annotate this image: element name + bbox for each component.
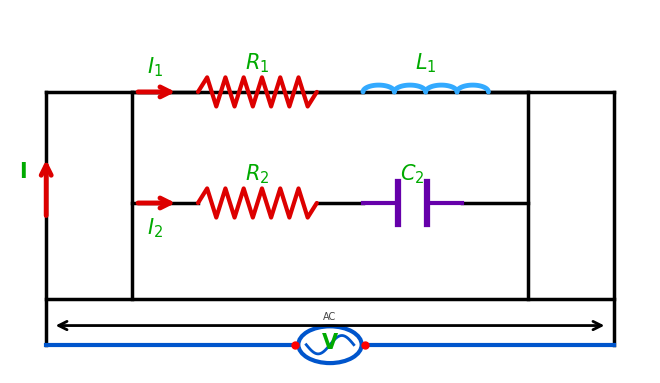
Text: AC: AC <box>323 312 337 322</box>
Text: $C_2$: $C_2$ <box>400 162 425 186</box>
Text: $R_2$: $R_2$ <box>246 162 269 186</box>
Text: $R_1$: $R_1$ <box>246 51 269 75</box>
Text: $L_1$: $L_1$ <box>415 51 436 75</box>
Text: V: V <box>322 333 338 353</box>
Text: I: I <box>19 162 27 182</box>
Text: $I_1$: $I_1$ <box>147 55 163 79</box>
Text: $I_2$: $I_2$ <box>147 216 163 240</box>
